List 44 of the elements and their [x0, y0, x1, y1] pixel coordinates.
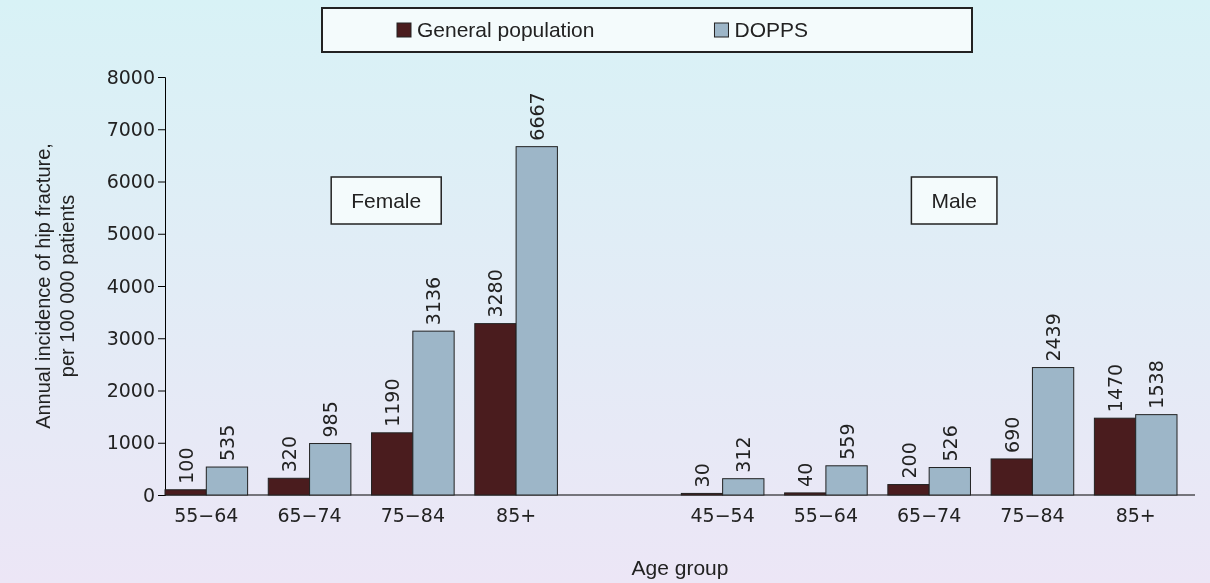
data-label: 985	[319, 401, 342, 438]
x-tick-label: 65−74	[897, 504, 962, 527]
x-tick-label: 75−84	[380, 504, 445, 527]
y-axis-title: Annual incidence of hip fracture, per 100 000 patients	[32, 143, 78, 429]
x-tick-label: 85+	[1115, 504, 1156, 527]
data-label: 3136	[422, 276, 445, 326]
data-label: 100	[174, 447, 197, 484]
group-label: Male	[910, 176, 998, 225]
x-tick-label: 45−54	[690, 504, 755, 527]
data-label: 312	[732, 436, 755, 473]
x-tick-label: 65−74	[277, 504, 342, 527]
data-label: 1190	[381, 378, 404, 427]
x-tick-label: 75−84	[1000, 504, 1065, 527]
x-tick-label: 85+	[496, 504, 537, 527]
data-label: 2439	[1042, 313, 1065, 362]
data-label: 535	[215, 424, 238, 462]
data-label: 690	[1000, 416, 1023, 453]
y-tick-label: 1000	[106, 431, 155, 454]
y-tick-label: 6000	[106, 170, 155, 193]
data-label: 6667	[525, 92, 548, 141]
data-label: 1538	[1145, 360, 1168, 409]
annotation: Male	[931, 189, 977, 212]
x-axis-title: Age group	[631, 556, 729, 579]
legend-label: DOPPS	[734, 18, 808, 41]
y-tick-label: 7000	[106, 117, 155, 140]
data-label: 30	[690, 463, 713, 488]
y-tick-label: 0	[142, 483, 155, 506]
y-tick-label: 4000	[106, 274, 155, 297]
data-label: 320	[277, 436, 300, 473]
legend-label: General population	[417, 18, 595, 41]
y-tick-label: 2000	[106, 379, 155, 402]
data-label: 3280	[484, 269, 507, 318]
data-label: 526	[938, 425, 961, 462]
data-label: 559	[835, 423, 858, 460]
data-label: 40	[794, 462, 817, 487]
y-tick-label: 5000	[106, 222, 155, 245]
data-label: 200	[897, 442, 920, 479]
y-tick-label: 3000	[106, 326, 155, 349]
group-label: Female	[330, 176, 442, 225]
annotation: Female	[351, 189, 422, 212]
y-tick-label: 8000	[106, 65, 155, 88]
x-tick-label: 55−64	[174, 504, 239, 527]
data-label: 1470	[1104, 363, 1127, 413]
x-tick-label: 55−64	[793, 504, 859, 527]
